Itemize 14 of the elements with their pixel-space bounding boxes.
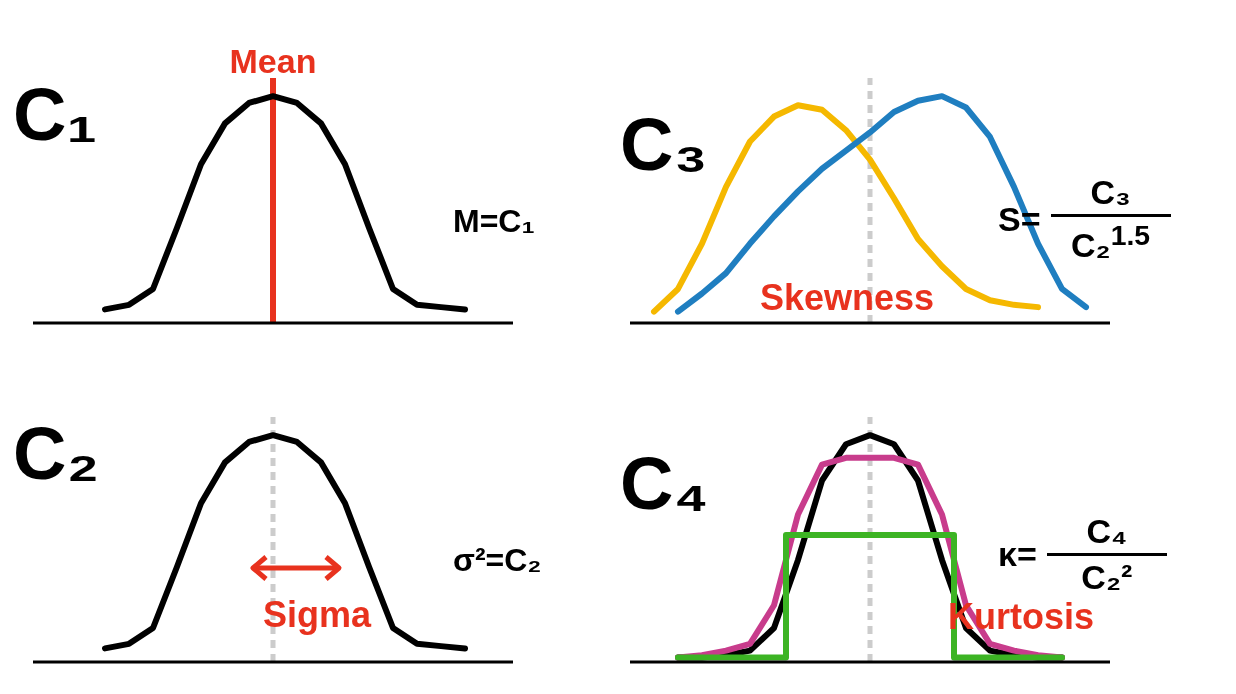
annotation: C₃ — [1089, 173, 1132, 212]
annotation: Skewness — [760, 277, 935, 318]
chart-title: C₄ — [620, 442, 709, 525]
text: Mean — [229, 42, 317, 80]
annotation: κ= — [998, 535, 1037, 574]
chart-title: C₃ — [620, 103, 708, 186]
annotation: C₂$^{1.5}$ — [1071, 219, 1151, 266]
chart-title: C₂ — [13, 412, 100, 495]
annotation: Sigma — [263, 594, 372, 635]
annotation: σ²=C₂ — [453, 542, 542, 578]
annotation: M=C₁ — [453, 203, 535, 239]
chart-title: C₁ — [13, 73, 98, 156]
annotation: C₄ — [1085, 512, 1129, 551]
annotation: C₂² — [1081, 558, 1133, 597]
